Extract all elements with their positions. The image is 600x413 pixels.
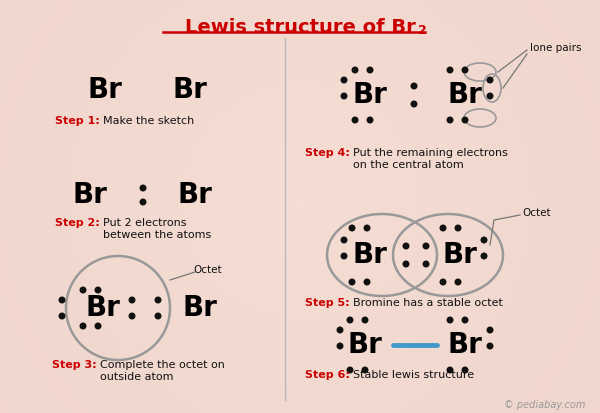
Circle shape [59,297,65,303]
Circle shape [364,225,370,231]
Circle shape [362,367,368,373]
Circle shape [440,279,446,285]
Text: Br: Br [73,181,107,209]
Text: © pediabay.com: © pediabay.com [503,400,585,410]
Circle shape [455,225,461,231]
Text: Step 4:: Step 4: [305,148,350,158]
Circle shape [59,313,65,319]
Text: Br: Br [178,181,212,209]
Circle shape [80,323,86,329]
Text: lone pairs: lone pairs [530,43,581,53]
Circle shape [455,279,461,285]
Circle shape [337,343,343,349]
Circle shape [349,279,355,285]
Circle shape [487,343,493,349]
Circle shape [462,67,468,73]
Circle shape [411,101,417,107]
Circle shape [80,287,86,293]
Circle shape [403,243,409,249]
Text: Bromine has a stable octet: Bromine has a stable octet [353,298,503,308]
Circle shape [447,67,453,73]
Circle shape [347,317,353,323]
Circle shape [364,279,370,285]
Text: Put the remaining electrons: Put the remaining electrons [353,148,508,158]
Circle shape [362,317,368,323]
Circle shape [341,93,347,99]
Circle shape [481,253,487,259]
Circle shape [487,77,493,83]
Circle shape [347,367,353,373]
Circle shape [129,313,135,319]
Circle shape [411,83,417,89]
Text: Put 2 electrons: Put 2 electrons [103,218,187,228]
Circle shape [447,317,453,323]
Text: Br: Br [448,331,482,359]
Text: on the central atom: on the central atom [353,160,464,170]
Circle shape [155,313,161,319]
Text: Br: Br [353,81,388,109]
Text: Br: Br [173,76,208,104]
Text: Octet: Octet [522,208,551,218]
Circle shape [487,93,493,99]
Text: Octet: Octet [193,265,221,275]
Text: Step 3:: Step 3: [52,360,97,370]
Text: Complete the octet on: Complete the octet on [100,360,225,370]
Text: Br: Br [353,241,388,269]
Text: outside atom: outside atom [100,372,173,382]
Text: Step 1:: Step 1: [55,116,100,126]
Circle shape [481,237,487,243]
Circle shape [341,237,347,243]
Circle shape [403,261,409,267]
Text: Br: Br [443,241,478,269]
Circle shape [447,367,453,373]
Text: Step 5:: Step 5: [305,298,350,308]
Circle shape [447,117,453,123]
Text: Stable lewis structure: Stable lewis structure [353,370,474,380]
Circle shape [337,327,343,333]
Circle shape [352,67,358,73]
Text: Step 6:: Step 6: [305,370,350,380]
Circle shape [140,199,146,205]
Text: Br: Br [182,294,217,322]
Circle shape [129,297,135,303]
Text: Step 2:: Step 2: [55,218,100,228]
Circle shape [487,327,493,333]
Text: Br: Br [347,331,382,359]
Circle shape [341,253,347,259]
Circle shape [367,117,373,123]
Circle shape [440,225,446,231]
Circle shape [349,225,355,231]
Text: 2: 2 [418,24,427,37]
Circle shape [341,77,347,83]
Circle shape [95,287,101,293]
Text: Br: Br [86,294,121,322]
Circle shape [462,367,468,373]
Text: Make the sketch: Make the sketch [103,116,194,126]
Text: Br: Br [448,81,482,109]
Text: between the atoms: between the atoms [103,230,211,240]
Circle shape [367,67,373,73]
Circle shape [423,243,429,249]
Circle shape [155,297,161,303]
Text: Br: Br [88,76,122,104]
Circle shape [462,317,468,323]
Text: Lewis structure of Br: Lewis structure of Br [185,18,415,37]
Circle shape [352,117,358,123]
Circle shape [423,261,429,267]
Circle shape [140,185,146,191]
Circle shape [95,323,101,329]
Circle shape [462,117,468,123]
